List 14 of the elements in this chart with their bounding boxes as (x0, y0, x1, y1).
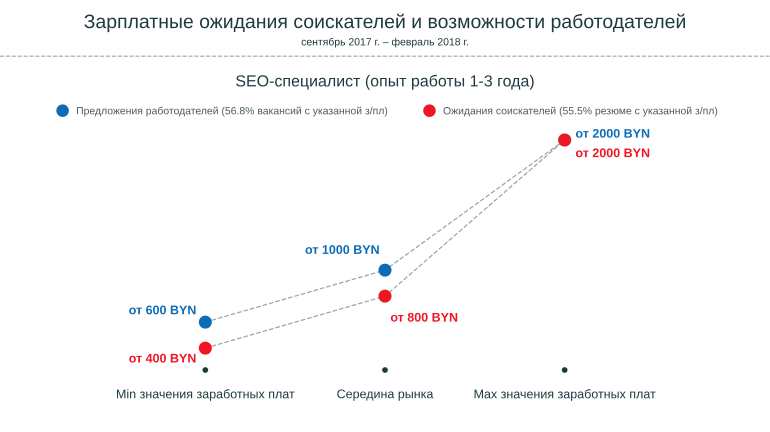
data-label: от 2000 BYN (576, 148, 650, 158)
data-label: от 1000 BYN (306, 245, 379, 254)
chart-subtitle: сентябрь 2017 г. – февраль 2018 г. (302, 38, 468, 48)
x-tick-label: Max значения заработных плат (474, 389, 656, 401)
data-label: от 400 BYN (129, 354, 196, 363)
data-label: от 600 BYN (129, 306, 196, 314)
chart-title: Зарплатные ожидания соискателей и возможности работодателей (84, 14, 685, 32)
legend-label: Ожидания соискателей (55.5% резюме с указанной з/пл) (444, 106, 718, 116)
text: SEO-специалист (опыт работы 1-3 года) (236, 74, 534, 90)
data-label: от 2000 BYN (576, 128, 650, 138)
data-label: от 800 BYN (390, 312, 458, 322)
legend-label: Предложения работодателей (56.8% вакансий с указанной з/пл) (76, 106, 388, 116)
x-tick-label: Min значения заработных плат (117, 389, 294, 401)
x-tick-label: Середина рынка (337, 389, 434, 401)
